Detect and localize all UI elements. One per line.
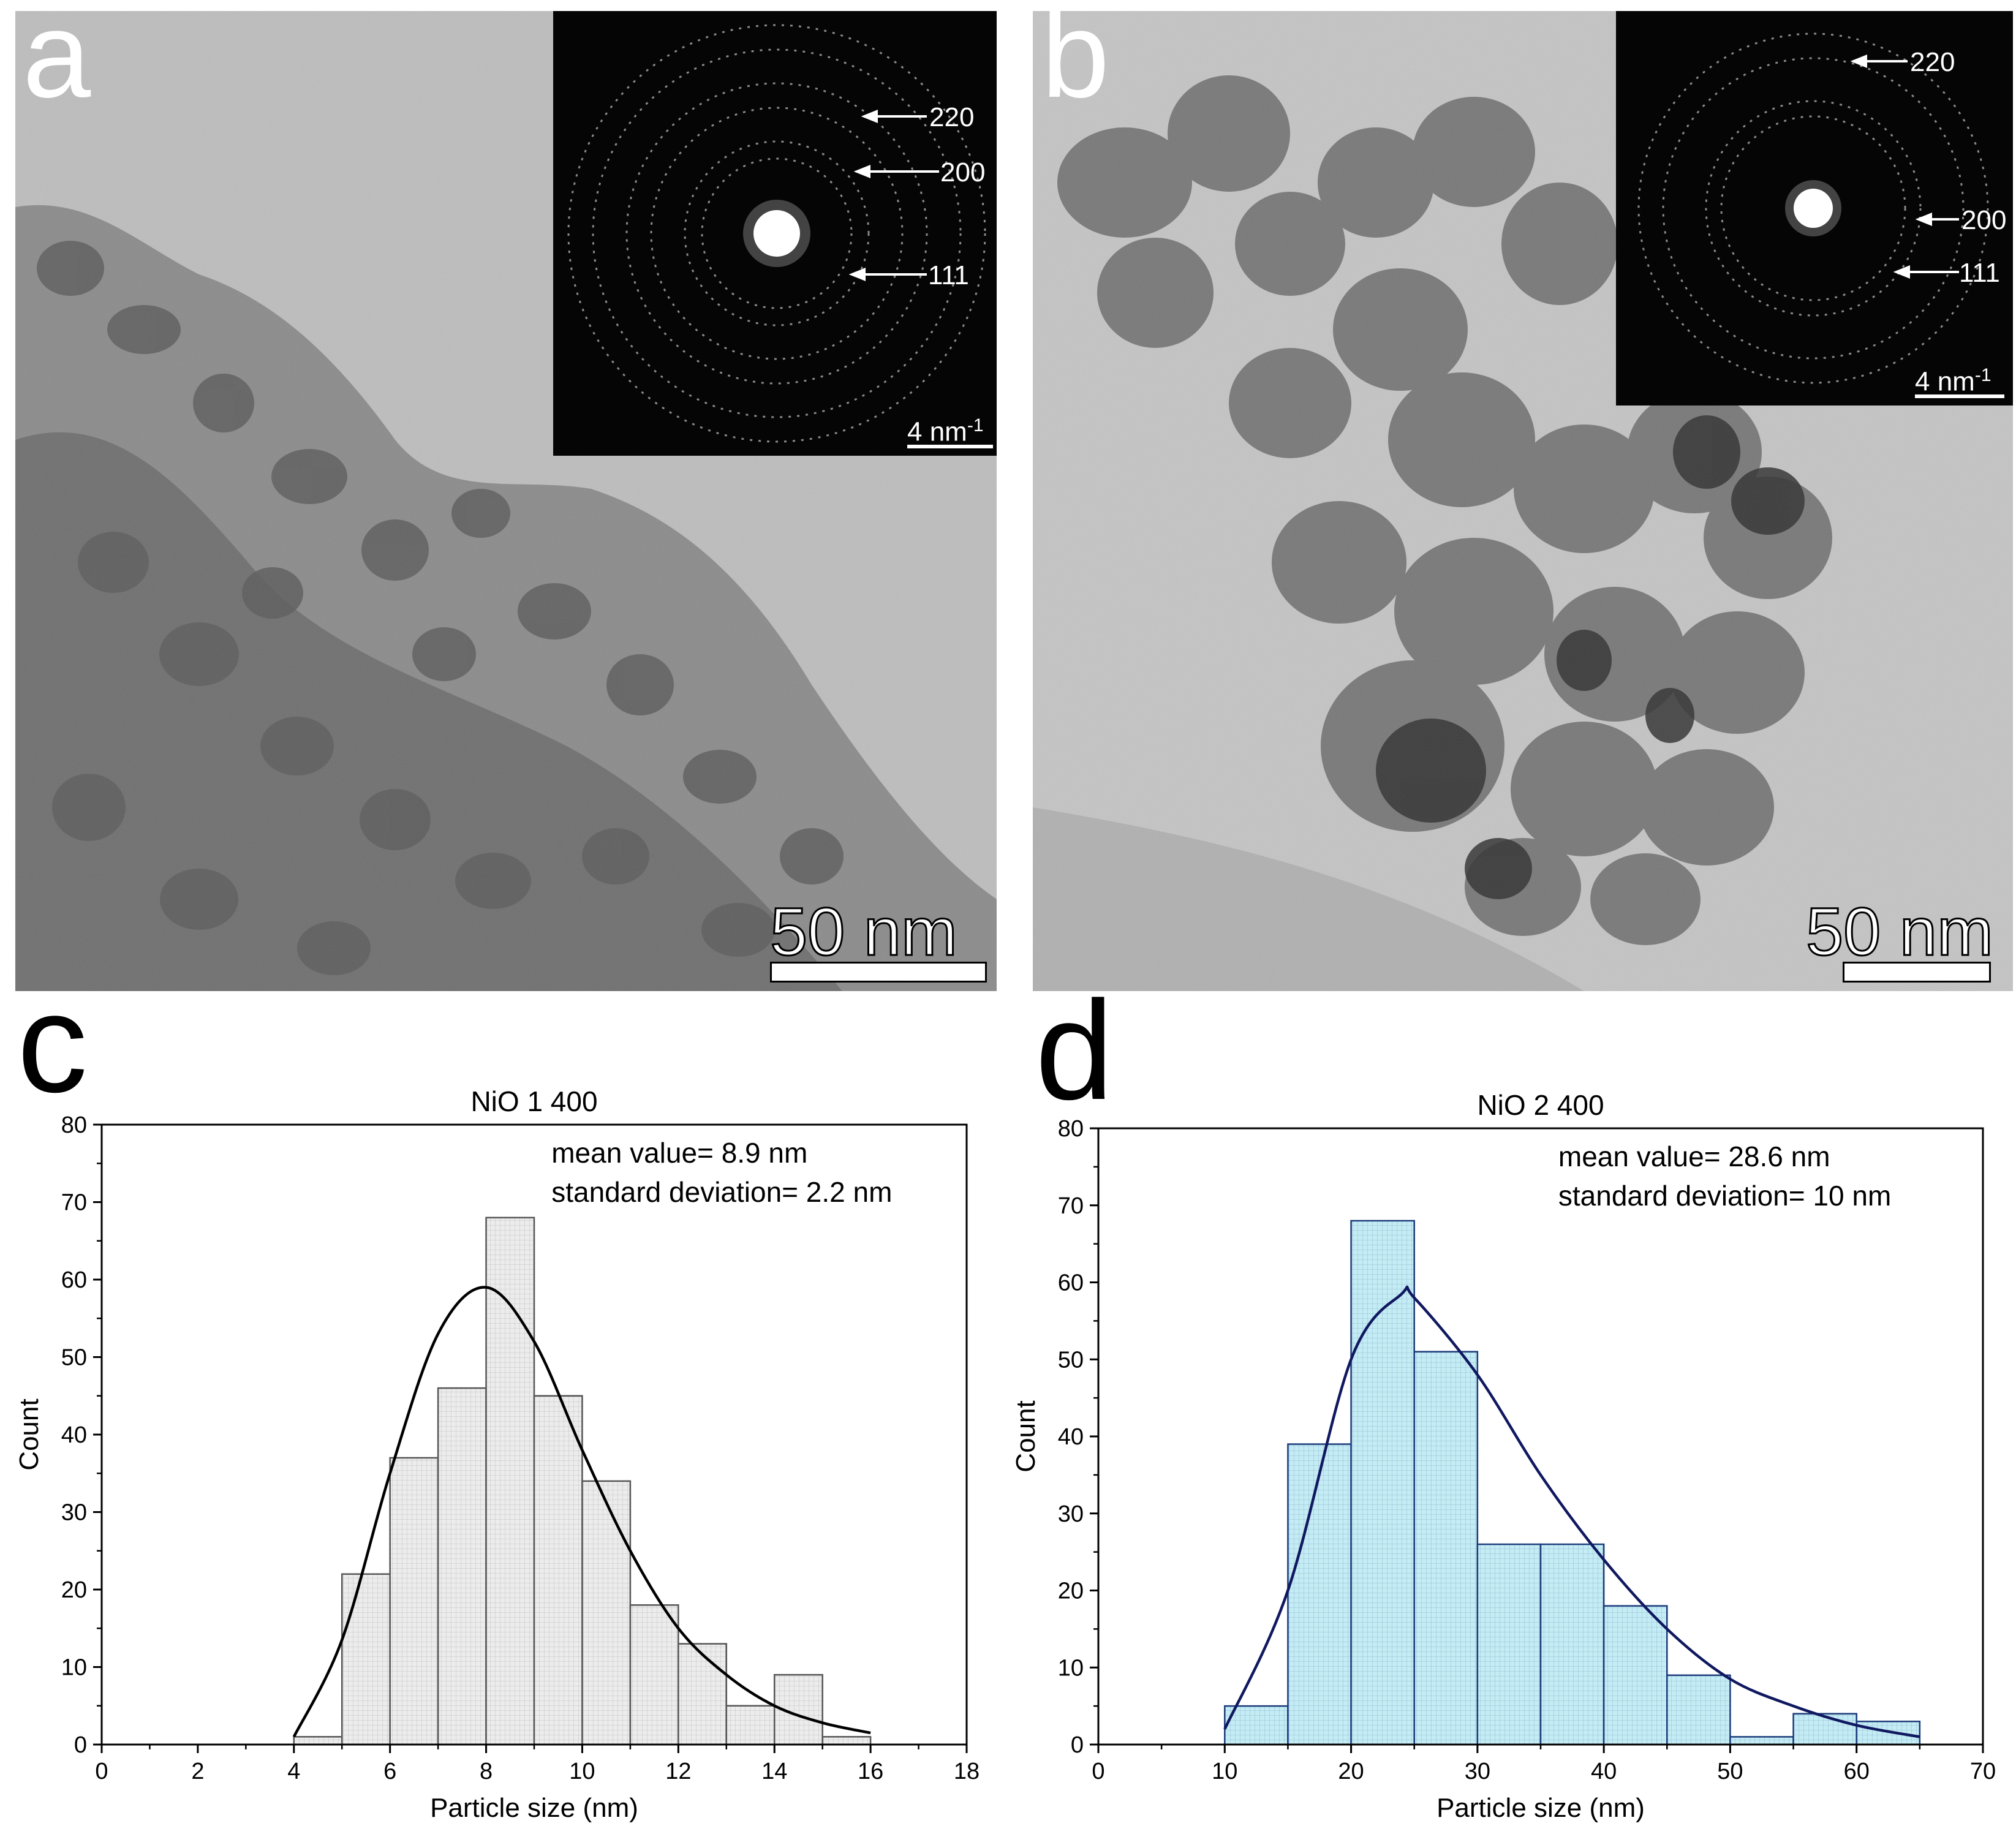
histogram-bar-d	[1476, 1543, 1542, 1746]
histogram-bar-d	[1856, 1721, 1921, 1746]
ring-label-111-a: 111	[928, 260, 969, 290]
y-tick-label-c: 50	[61, 1345, 87, 1371]
histogram-bar-d	[1350, 1220, 1415, 1746]
x-tick-label-d: 0	[1092, 1759, 1104, 1784]
histogram-bar-d	[1287, 1443, 1352, 1746]
x-tick-label-d: 60	[1844, 1759, 1870, 1784]
panel-letter-b: b	[1041, 11, 1110, 123]
histogram-bar-c	[725, 1705, 776, 1746]
y-tick-label-c: 20	[61, 1577, 87, 1603]
chart-title-c: NiO 1 400	[470, 1085, 597, 1117]
y-axis-label-c: Count	[14, 1398, 44, 1470]
scale-bar-a	[770, 962, 987, 983]
histogram-bar-c	[581, 1480, 632, 1746]
x-tick-label-c: 10	[569, 1759, 595, 1784]
histogram-bar-c	[629, 1604, 679, 1746]
stats-annotation-c: mean value= 8.9 nm	[551, 1137, 807, 1169]
panel-letter-d: d	[1035, 971, 1114, 1129]
stats-annotation-d: standard deviation= 10 nm	[1558, 1180, 1891, 1212]
x-tick-label-c: 18	[954, 1759, 980, 1784]
histogram-bar-c	[389, 1457, 439, 1746]
x-tick-label-d: 30	[1465, 1759, 1490, 1784]
y-tick-label-d: 50	[1058, 1347, 1084, 1373]
histogram-bar-d	[1666, 1674, 1731, 1746]
histogram-bar-c	[437, 1387, 487, 1746]
y-tick-label-c: 40	[61, 1422, 87, 1448]
x-tick-label-c: 0	[95, 1759, 108, 1784]
saed-pattern-b	[1616, 11, 2013, 406]
x-axis-label-d: Particle size (nm)	[1436, 1793, 1645, 1823]
x-tick-label-c: 14	[761, 1759, 787, 1784]
x-tick-label-d: 20	[1338, 1759, 1364, 1784]
y-tick-label-c: 10	[61, 1655, 87, 1681]
histogram-bar-d	[1603, 1605, 1668, 1746]
histogram-bar-d	[1792, 1713, 1857, 1746]
ring-label-200-b: 200	[1961, 205, 2007, 235]
saed-inset-a: 220 200 111 4 nm-1	[553, 11, 997, 456]
x-tick-label-c: 16	[858, 1759, 883, 1784]
panel-letter-c: c	[17, 964, 88, 1122]
y-tick-label-d: 10	[1058, 1655, 1084, 1681]
x-tick-label-c: 4	[287, 1759, 300, 1784]
histogram-bar-c	[821, 1736, 872, 1746]
scale-bar-label-a: 50 nm	[769, 894, 959, 971]
y-axis-label-d: Count	[1011, 1400, 1041, 1472]
y-tick-label-d: 30	[1058, 1501, 1084, 1527]
histogram-bar-c	[533, 1395, 583, 1746]
y-tick-label-d: 0	[1071, 1732, 1084, 1758]
histogram-bar-d	[1729, 1736, 1794, 1746]
x-tick-label-c: 2	[191, 1759, 204, 1784]
inset-scale-label-b: 4 nm-1	[1915, 365, 1991, 397]
histogram-bar-c	[341, 1573, 391, 1746]
y-tick-label-d: 20	[1058, 1579, 1084, 1604]
stats-annotation-c: standard deviation= 2.2 nm	[551, 1176, 892, 1208]
scale-bar-b	[1843, 962, 1991, 983]
ring-label-220-b: 220	[1910, 47, 1955, 77]
tem-micrograph-b: 220 200 111 4 nm-1 b 50 nm	[1033, 11, 2013, 991]
panel-letter-a: a	[23, 11, 91, 123]
y-tick-label-c: 80	[61, 1112, 87, 1138]
ring-label-111-b: 111	[1959, 258, 2000, 288]
ring-label-220-a: 220	[929, 102, 975, 132]
histogram-bar-c	[485, 1217, 535, 1746]
fit-curve-d	[1223, 1285, 1920, 1738]
stats-annotation-d: mean value= 28.6 nm	[1558, 1141, 1830, 1172]
x-tick-label-d: 50	[1717, 1759, 1743, 1784]
x-tick-label-c: 12	[665, 1759, 691, 1784]
y-tick-label-c: 70	[61, 1190, 87, 1216]
y-tick-label-c: 0	[74, 1732, 87, 1758]
chart-title-d: NiO 2 400	[1477, 1089, 1604, 1121]
x-tick-label-c: 8	[480, 1759, 493, 1784]
y-tick-label-d: 80	[1058, 1116, 1084, 1142]
saed-inset-b: 220 200 111 4 nm-1	[1616, 11, 2013, 406]
histogram-bar-d	[1539, 1543, 1605, 1746]
tem-micrograph-a: 220 200 111 4 nm-1 a 50 nm	[15, 11, 997, 991]
fit-curve-c	[292, 1286, 871, 1738]
x-tick-label-d: 70	[1970, 1759, 1996, 1784]
histogram-bar-c	[678, 1643, 728, 1746]
ring-label-200-a: 200	[940, 157, 986, 187]
histogram-bar-c	[293, 1736, 343, 1746]
histogram-bar-d	[1413, 1351, 1479, 1746]
y-tick-label-c: 60	[61, 1267, 87, 1293]
x-axis-label-c: Particle size (nm)	[430, 1793, 638, 1823]
y-tick-label-d: 70	[1058, 1193, 1084, 1219]
x-tick-label-d: 40	[1591, 1759, 1617, 1784]
y-tick-label-c: 30	[61, 1500, 87, 1526]
y-tick-label-d: 60	[1058, 1270, 1084, 1296]
y-tick-label-d: 40	[1058, 1424, 1084, 1450]
scale-bar-label-b: 50 nm	[1805, 894, 1995, 971]
x-tick-label-d: 10	[1212, 1759, 1237, 1784]
saed-pattern-a	[553, 11, 997, 456]
inset-scale-label-a: 4 nm-1	[907, 415, 984, 447]
histogram-bar-d	[1224, 1705, 1289, 1746]
x-tick-label-c: 6	[383, 1759, 396, 1784]
